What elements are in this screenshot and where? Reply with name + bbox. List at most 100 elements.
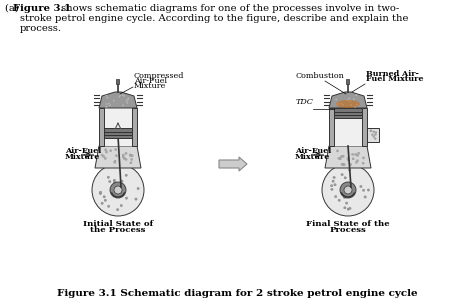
Circle shape — [125, 197, 128, 199]
Circle shape — [123, 157, 125, 159]
Circle shape — [105, 149, 107, 151]
Circle shape — [121, 180, 123, 182]
Circle shape — [367, 189, 370, 191]
Circle shape — [342, 104, 344, 106]
Text: Air-Fuel: Air-Fuel — [295, 147, 331, 155]
Bar — [329, 108, 334, 146]
Text: Air-Fuel: Air-Fuel — [134, 77, 167, 85]
Circle shape — [344, 177, 346, 179]
Circle shape — [362, 162, 364, 164]
Bar — [334, 112, 362, 113]
Circle shape — [349, 192, 351, 194]
Text: Process: Process — [329, 226, 366, 234]
Circle shape — [123, 95, 125, 97]
Circle shape — [337, 103, 339, 105]
Circle shape — [353, 98, 355, 100]
Circle shape — [338, 199, 340, 201]
Circle shape — [362, 157, 365, 159]
Circle shape — [315, 154, 317, 156]
Text: Fuel Mixture: Fuel Mixture — [366, 75, 423, 83]
Circle shape — [346, 202, 348, 204]
Circle shape — [128, 98, 129, 100]
Text: Mixture: Mixture — [295, 153, 330, 161]
Circle shape — [340, 182, 356, 198]
Polygon shape — [95, 146, 141, 168]
Text: shows schematic diagrams for one of the processes involve in two-: shows schematic diagrams for one of the … — [58, 4, 399, 13]
Circle shape — [122, 105, 124, 106]
Circle shape — [347, 157, 349, 159]
Circle shape — [348, 98, 350, 100]
Circle shape — [340, 103, 342, 105]
Circle shape — [113, 186, 116, 188]
Circle shape — [363, 189, 365, 192]
Circle shape — [102, 155, 105, 158]
Text: Initial State of: Initial State of — [83, 220, 153, 228]
Circle shape — [125, 152, 127, 155]
Circle shape — [122, 156, 124, 158]
Polygon shape — [99, 92, 137, 108]
Circle shape — [135, 198, 137, 200]
Circle shape — [356, 160, 359, 162]
Ellipse shape — [336, 100, 360, 108]
Circle shape — [355, 153, 357, 155]
Circle shape — [342, 155, 344, 157]
Circle shape — [352, 158, 354, 160]
Circle shape — [352, 188, 355, 190]
Circle shape — [356, 103, 358, 105]
Circle shape — [364, 196, 366, 198]
Circle shape — [354, 106, 356, 108]
Circle shape — [127, 99, 129, 100]
Circle shape — [336, 103, 338, 105]
Circle shape — [114, 161, 116, 163]
Text: Combustion: Combustion — [296, 72, 345, 80]
Circle shape — [356, 94, 357, 96]
Circle shape — [340, 155, 343, 158]
Circle shape — [312, 154, 314, 156]
Circle shape — [341, 104, 343, 106]
Circle shape — [374, 138, 376, 140]
Circle shape — [92, 154, 94, 156]
Circle shape — [357, 152, 360, 154]
Polygon shape — [329, 92, 367, 108]
Circle shape — [129, 154, 131, 156]
Circle shape — [137, 187, 139, 190]
Circle shape — [317, 154, 319, 156]
Circle shape — [322, 154, 324, 156]
Circle shape — [370, 130, 372, 132]
Circle shape — [109, 180, 111, 183]
Circle shape — [373, 136, 375, 137]
Circle shape — [347, 208, 349, 210]
Circle shape — [333, 176, 335, 179]
Circle shape — [113, 181, 116, 183]
Bar — [334, 108, 362, 146]
Text: the Process: the Process — [91, 226, 146, 234]
Circle shape — [113, 179, 116, 181]
Circle shape — [332, 180, 334, 182]
Circle shape — [126, 102, 128, 104]
Circle shape — [337, 150, 338, 152]
Circle shape — [343, 196, 346, 199]
Circle shape — [82, 154, 84, 156]
Circle shape — [107, 176, 109, 178]
Bar — [104, 128, 132, 138]
Circle shape — [112, 187, 115, 189]
Circle shape — [319, 154, 321, 156]
Circle shape — [125, 158, 127, 161]
Circle shape — [341, 163, 343, 166]
Circle shape — [130, 162, 132, 164]
Circle shape — [130, 158, 133, 161]
Bar — [362, 108, 367, 146]
Circle shape — [87, 154, 89, 156]
Circle shape — [335, 99, 337, 100]
Circle shape — [105, 151, 108, 153]
Circle shape — [322, 164, 374, 216]
Circle shape — [347, 159, 349, 161]
Text: Figure 3.1: Figure 3.1 — [13, 4, 71, 13]
Circle shape — [346, 99, 348, 101]
Circle shape — [104, 199, 107, 202]
Circle shape — [353, 189, 356, 192]
Circle shape — [107, 97, 109, 99]
Circle shape — [90, 154, 91, 156]
Circle shape — [115, 155, 118, 157]
Circle shape — [120, 204, 122, 207]
